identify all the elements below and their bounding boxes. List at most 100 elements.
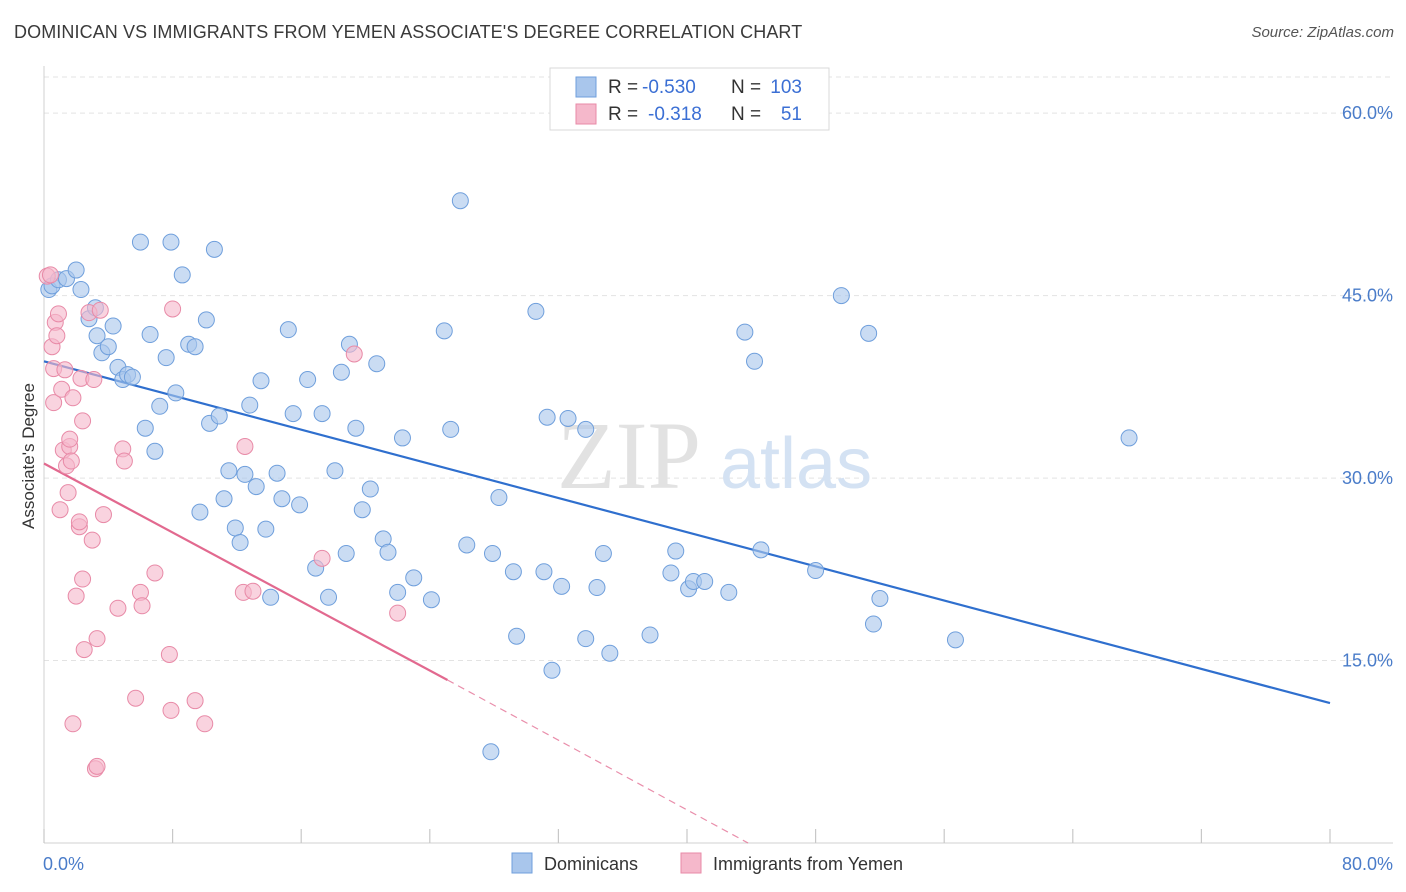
chart-source: Source: ZipAtlas.com: [1251, 24, 1394, 41]
bottom-legend: Dominicans Immigrants from Yemen: [511, 852, 903, 874]
dominican-point: [442, 420, 460, 438]
y-tick-labels: 15.0% 30.0% 45.0% 60.0%: [1342, 103, 1393, 670]
yemen-point: [49, 305, 67, 323]
dominican-point: [191, 503, 209, 521]
dominican-point: [136, 419, 154, 437]
dominican-point: [337, 544, 355, 562]
dominican-point: [131, 233, 149, 251]
dominican-point: [662, 564, 680, 582]
dominican-point: [257, 520, 275, 538]
dominican-point: [313, 405, 331, 423]
trend-lines: [43, 360, 1331, 844]
x-tick-label: 0.0%: [43, 854, 84, 874]
yemen-point: [88, 757, 106, 775]
bottom-legend-swatch-dominicans: [511, 852, 533, 874]
dominican-point: [167, 384, 185, 402]
yemen-point: [74, 570, 92, 588]
dominican-point: [284, 405, 302, 423]
yemen-point: [196, 715, 214, 733]
dominican-point: [205, 240, 223, 258]
dominican-point: [268, 464, 286, 482]
yemen-point: [85, 371, 103, 389]
legend-n-label: N =: [731, 104, 761, 125]
legend-row-yemen: R = -0.318 N = 51: [575, 103, 802, 125]
x-tick-label: 80.0%: [1342, 854, 1393, 874]
yemen-point: [162, 701, 180, 719]
dominican-point: [347, 419, 365, 437]
dominican-point: [173, 266, 191, 284]
yemen-point: [83, 531, 101, 549]
dominican-point: [527, 302, 545, 320]
dominican-point: [1120, 429, 1138, 447]
dominican-point: [151, 397, 169, 415]
yemen-point: [313, 549, 331, 567]
dominican-point: [736, 323, 754, 341]
yemen-point: [236, 437, 254, 455]
dominican-point: [210, 407, 228, 425]
watermark-atlas: atlas: [720, 424, 872, 504]
dominican-point: [422, 591, 440, 609]
yemen-point: [133, 597, 151, 615]
dominican-point: [279, 321, 297, 339]
dominican-point: [299, 371, 317, 389]
dominican-point: [146, 442, 164, 460]
yemen-point: [64, 389, 82, 407]
yemen-point: [115, 452, 133, 470]
dominican-point: [197, 311, 215, 329]
dominican-point: [451, 192, 469, 210]
legend-r-value: -0.530: [642, 77, 696, 98]
yemen-point: [75, 641, 93, 659]
dominican-point: [99, 338, 117, 356]
yemen-point: [70, 513, 88, 531]
watermark-zip: ZIP: [557, 402, 701, 509]
yemen-point: [244, 582, 262, 600]
watermark: ZIP atlas: [557, 402, 872, 509]
yemen-point: [51, 501, 69, 519]
y-tick-label: 15.0%: [1342, 651, 1393, 671]
dominican-point: [273, 490, 291, 508]
yemen-point: [62, 452, 80, 470]
yemen-point: [56, 361, 74, 379]
dominican-point: [332, 363, 350, 381]
dominican-point: [226, 519, 244, 537]
data-points: [38, 192, 1138, 778]
dominican-point: [368, 355, 386, 373]
yemen-point: [160, 645, 178, 663]
dominican-point: [871, 589, 889, 607]
dominican-point: [483, 544, 501, 562]
yemen-point: [74, 412, 92, 430]
legend-swatch-dominicans: [575, 76, 597, 98]
dominican-point: [577, 420, 595, 438]
yemen-point: [61, 430, 79, 448]
yemen-point: [41, 266, 59, 284]
dominican-point: [588, 579, 606, 597]
dominican-point: [594, 544, 612, 562]
dominican-point: [393, 429, 411, 447]
dominican-point: [247, 478, 265, 496]
yemen-point: [345, 345, 363, 363]
dominican-point: [241, 396, 259, 414]
dominican-point: [601, 644, 619, 662]
legend-r-value: -0.318: [648, 104, 702, 125]
y-axis-label: Associate's Degree: [19, 383, 38, 529]
chart-title: DOMINICAN VS IMMIGRANTS FROM YEMEN ASSOC…: [14, 22, 803, 42]
dominican-point: [353, 501, 371, 519]
legend-r-label: R =: [608, 104, 638, 125]
yemen-point: [186, 692, 204, 710]
y-tick-label: 30.0%: [1342, 468, 1393, 488]
dominican-point: [72, 281, 90, 299]
yemen-point: [59, 484, 77, 502]
trend-line-yemen: [43, 462, 449, 681]
legend-r-label: R =: [608, 77, 638, 98]
legend-swatch-yemen: [575, 103, 597, 125]
dominican-point: [88, 327, 106, 345]
legend-n-label: N =: [731, 77, 761, 98]
dominican-point: [141, 326, 159, 344]
bottom-legend-label-dominicans: Dominicans: [544, 854, 638, 874]
dominican-point: [641, 626, 659, 644]
yemen-point: [109, 599, 127, 617]
legend-n-value: 103: [770, 77, 802, 98]
dominican-point: [832, 287, 850, 305]
dominican-point: [946, 631, 964, 649]
legend-row-dominicans: R = -0.530 N = 103: [575, 76, 802, 98]
